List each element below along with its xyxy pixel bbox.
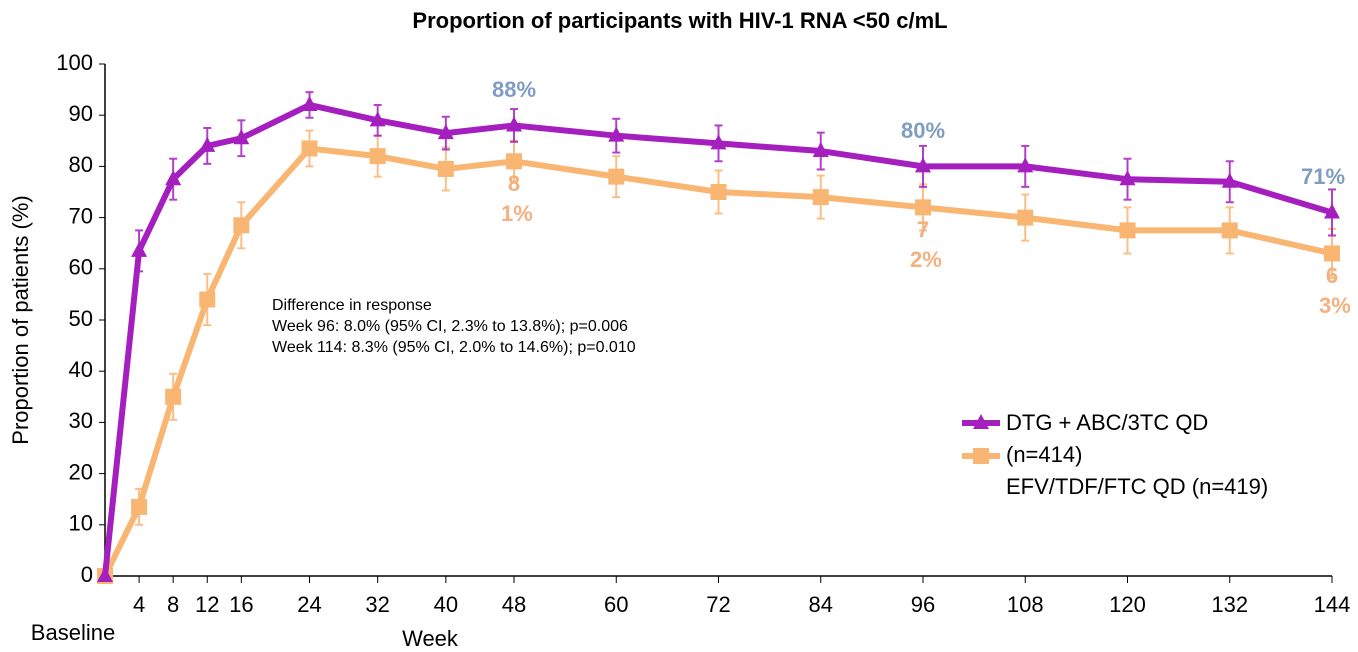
x-tick-label: 40 xyxy=(434,592,458,617)
marker xyxy=(915,199,931,216)
marker xyxy=(608,126,625,142)
note: Difference in response Week 96: 8.0% (95%… xyxy=(272,295,636,358)
legend-marker xyxy=(973,414,989,429)
marker xyxy=(915,157,931,173)
marker xyxy=(97,567,113,582)
legend-label: DTG + ABC/3TC QD (n=414) xyxy=(1006,410,1209,467)
y-tick-label: 0 xyxy=(81,562,93,587)
x-tick-label: 60 xyxy=(604,592,628,617)
x-axis-label: Week xyxy=(402,626,459,651)
x-tick-label: 144 xyxy=(1314,592,1351,617)
x-tick-label: 96 xyxy=(911,592,935,617)
annotation: 88% xyxy=(491,77,537,103)
marker xyxy=(165,170,182,186)
x-tick-label: 16 xyxy=(229,592,253,617)
legend-label: EFV/TDF/FTC QD (n=419) xyxy=(1006,474,1269,499)
marker xyxy=(608,168,625,185)
marker xyxy=(301,140,318,157)
y-tick-label: 20 xyxy=(69,459,93,484)
legend-marker xyxy=(973,448,989,464)
marker xyxy=(437,160,454,177)
marker xyxy=(233,217,250,234)
marker xyxy=(233,129,250,145)
x-tick-label: 24 xyxy=(297,592,321,617)
x-tick-label: 72 xyxy=(706,592,730,617)
marker xyxy=(812,189,829,206)
x-tick-label: Baseline xyxy=(31,620,115,645)
marker xyxy=(1017,209,1034,226)
note-line: Week 96: 8.0% (95% CI, 2.3% to 13.8%); p… xyxy=(272,318,628,335)
marker xyxy=(1119,222,1136,239)
y-tick-label: 90 xyxy=(69,101,93,126)
x-tick-label: 8 xyxy=(167,592,179,617)
x-tick-label: 120 xyxy=(1109,592,1146,617)
y-tick-label: 10 xyxy=(69,511,93,536)
x-tick-label: 48 xyxy=(502,592,526,617)
marker xyxy=(437,124,454,140)
note-line: Week 114: 8.3% (95% CI, 2.0% to 14.6%); … xyxy=(272,339,636,356)
marker xyxy=(165,388,182,405)
y-tick-label: 60 xyxy=(69,255,93,280)
marker xyxy=(131,241,148,257)
marker xyxy=(506,153,522,170)
marker xyxy=(506,116,522,132)
annotation: 72% xyxy=(910,217,942,273)
marker xyxy=(199,291,216,308)
marker xyxy=(1017,157,1034,173)
marker xyxy=(710,184,727,200)
marker xyxy=(1221,222,1238,239)
marker xyxy=(1119,170,1136,186)
y-tick-label: 50 xyxy=(69,306,93,331)
note-line: Difference in response xyxy=(272,297,432,314)
y-tick-label: 80 xyxy=(69,152,93,177)
legend: DTG + ABC/3TC QD (n=414) EFV/TDF/FTC QD (… xyxy=(1006,407,1296,503)
y-tick-label: 40 xyxy=(69,357,93,382)
marker xyxy=(369,111,386,127)
x-tick-label: 132 xyxy=(1211,592,1248,617)
x-tick-label: 4 xyxy=(133,592,145,617)
marker xyxy=(131,498,148,515)
annotation: 71% xyxy=(1300,164,1346,190)
y-axis-label: Proportion of patients (%) xyxy=(8,195,33,444)
y-tick-label: 30 xyxy=(69,408,93,433)
y-tick-label: 70 xyxy=(69,203,93,228)
marker xyxy=(369,148,386,165)
x-tick-label: 84 xyxy=(809,592,833,617)
annotation: 81% xyxy=(501,171,533,227)
y-tick-label: 100 xyxy=(56,50,93,75)
marker xyxy=(1221,172,1238,188)
marker xyxy=(1324,245,1340,262)
chart-title: Proportion of participants with HIV-1 RN… xyxy=(412,8,947,33)
marker xyxy=(301,95,318,111)
marker xyxy=(1324,203,1340,219)
marker xyxy=(812,142,829,158)
marker xyxy=(199,136,216,152)
x-tick-label: 32 xyxy=(365,592,389,617)
annotation: 63% xyxy=(1319,263,1351,319)
x-tick-label: 108 xyxy=(1007,592,1044,617)
annotation: 80% xyxy=(900,118,946,144)
x-tick-label: 12 xyxy=(195,592,219,617)
marker xyxy=(710,134,727,150)
